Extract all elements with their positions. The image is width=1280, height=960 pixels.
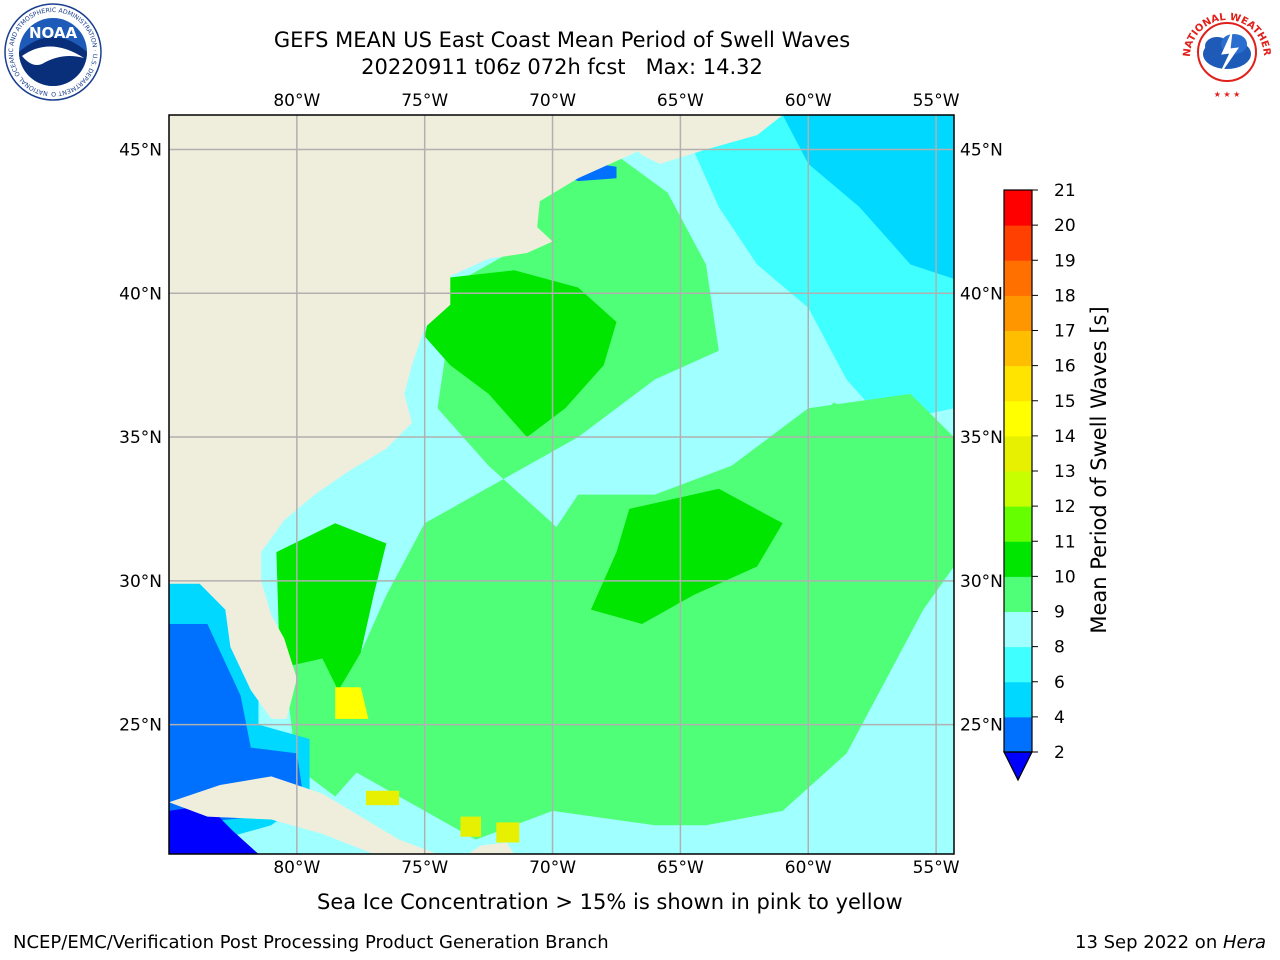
colorbar-bin — [1004, 611, 1032, 648]
land-cuba — [169, 776, 438, 854]
field-turks-12-13s — [460, 816, 481, 837]
lat-labels-left: 45°N 40°N 35°N 30°N 25°N — [119, 141, 162, 736]
field-ne-4-6s — [782, 115, 954, 279]
colorbar-tick-label: 17 — [1054, 322, 1076, 342]
lon-labels-bottom: 80°W 75°W 70°W 65°W 60°W 55°W — [273, 858, 959, 878]
field-central-10-11s — [590, 488, 783, 624]
footer-machine: Hera — [1222, 932, 1266, 953]
colorbar-tick-label: 4 — [1054, 708, 1065, 728]
lon-label-top: 55°W — [913, 91, 960, 111]
lat-label-right: 40°N — [960, 284, 1003, 304]
sea-ice-caption: Sea Ice Concentration > 15% is shown in … — [317, 890, 903, 914]
colorbar-bin — [1004, 330, 1032, 367]
colorbar-label: Mean Period of Swell Waves [s] — [1087, 306, 1111, 633]
field-ny-10-11s — [424, 270, 617, 438]
lon-label-bottom: 60°W — [785, 858, 832, 878]
map-subtitle: 20220911 t06z 072h fcst Max: 14.32 — [361, 55, 763, 79]
colorbar-tick-label: 15 — [1054, 392, 1076, 412]
lon-label-top: 60°W — [785, 91, 832, 111]
lon-label-bottom: 75°W — [401, 858, 448, 878]
colorbar-bin — [1004, 400, 1032, 437]
colorbar-bin — [1004, 295, 1032, 331]
lat-label-right: 45°N — [960, 141, 1003, 161]
colorbar-bin — [1004, 506, 1032, 542]
svg-text:★ ★ ★: ★ ★ ★ — [1214, 90, 1241, 99]
lat-label-right: 30°N — [960, 572, 1003, 592]
colorbar-bin — [1004, 190, 1032, 226]
colorbar-tick-label: 21 — [1054, 181, 1076, 201]
colorbar-under-arrow — [1003, 751, 1033, 782]
colorbar-tick-label: 8 — [1054, 638, 1065, 658]
lon-label-bottom: 55°W — [913, 858, 960, 878]
lat-labels-right: 45°N 40°N 35°N 30°N 25°N — [960, 141, 1003, 736]
lat-label-right: 35°N — [960, 428, 1003, 448]
lat-label-left: 30°N — [119, 572, 162, 592]
lat-label-right: 25°N — [960, 716, 1003, 736]
colorbar-bin — [1004, 365, 1032, 402]
swell-period-field — [169, 115, 954, 854]
colorbar-tick-label: 14 — [1054, 427, 1076, 447]
noaa-logo-text: NOAA — [29, 24, 78, 42]
footer-branch: NCEP/EMC/Verification Post Processing Pr… — [13, 932, 609, 953]
colorbar-bin — [1004, 435, 1032, 472]
colorbar-tick-label: 13 — [1054, 462, 1076, 482]
colorbar-bin — [1004, 541, 1032, 577]
colorbar-tick-label: 11 — [1054, 532, 1076, 552]
colorbar-bin — [1004, 576, 1032, 612]
lon-label-top: 75°W — [401, 91, 448, 111]
colorbar: 2 4 6 8 9 10 11 12 13 14 15 16 17 18 19 20 21 — [1003, 181, 1076, 782]
lon-labels-top: 80°W 75°W 70°W 65°W 60°W 55°W — [273, 91, 959, 111]
colorbar-tick-label: 16 — [1054, 357, 1076, 377]
lat-label-left: 40°N — [119, 284, 162, 304]
colorbar-bin — [1004, 716, 1032, 753]
colorbar-tick-label: 2 — [1054, 743, 1065, 763]
colorbar-tick-label: 10 — [1054, 567, 1076, 587]
footer-date: 13 Sep 2022 on Hera — [1075, 932, 1266, 953]
lon-label-top: 80°W — [273, 91, 320, 111]
colorbar-tick-label: 18 — [1054, 286, 1076, 306]
lon-label-top: 70°W — [529, 91, 576, 111]
lon-label-bottom: 70°W — [529, 858, 576, 878]
map-frame — [168, 114, 955, 855]
land-north-america — [169, 115, 655, 719]
colorbar-tick-label: 20 — [1054, 216, 1076, 236]
colorbar-tick-label: 9 — [1054, 603, 1065, 623]
colorbar-tick-label: 12 — [1054, 497, 1076, 517]
land-nova-scotia — [603, 115, 783, 164]
field-caicos-12-13s — [496, 822, 520, 843]
colorbar-bin — [1004, 260, 1032, 296]
lat-label-left: 25°N — [119, 716, 162, 736]
lat-label-left: 35°N — [119, 428, 162, 448]
colorbar-bin — [1004, 471, 1032, 507]
lat-label-left: 45°N — [119, 141, 162, 161]
nws-logo: NATIONAL WEATHER SERVICE ★ ★ ★ — [1176, 2, 1274, 99]
map-title: GEFS MEAN US East Coast Mean Period of S… — [273, 28, 851, 52]
colorbar-tick-label: 19 — [1054, 251, 1076, 271]
lon-label-top: 65°W — [657, 91, 704, 111]
lat-lon-gridlines — [169, 115, 954, 854]
lon-label-bottom: 80°W — [273, 858, 320, 878]
colorbar-bin — [1004, 225, 1032, 261]
land-hispaniola — [468, 842, 515, 854]
field-cuba-12-13s — [365, 790, 400, 806]
colorbar-bin — [1004, 646, 1032, 683]
footer-date-text: 13 Sep 2022 on — [1075, 932, 1223, 953]
lon-label-bottom: 65°W — [657, 858, 704, 878]
colorbar-bin — [1004, 681, 1032, 718]
noaa-logo: NATIONAL OCEANIC AND ATMOSPHERIC ADMINIS… — [2, 2, 102, 101]
field-gulf-below-2s — [169, 805, 259, 854]
colorbar-tick-label: 6 — [1054, 673, 1065, 693]
field-bahamas-13-14s — [335, 687, 369, 719]
